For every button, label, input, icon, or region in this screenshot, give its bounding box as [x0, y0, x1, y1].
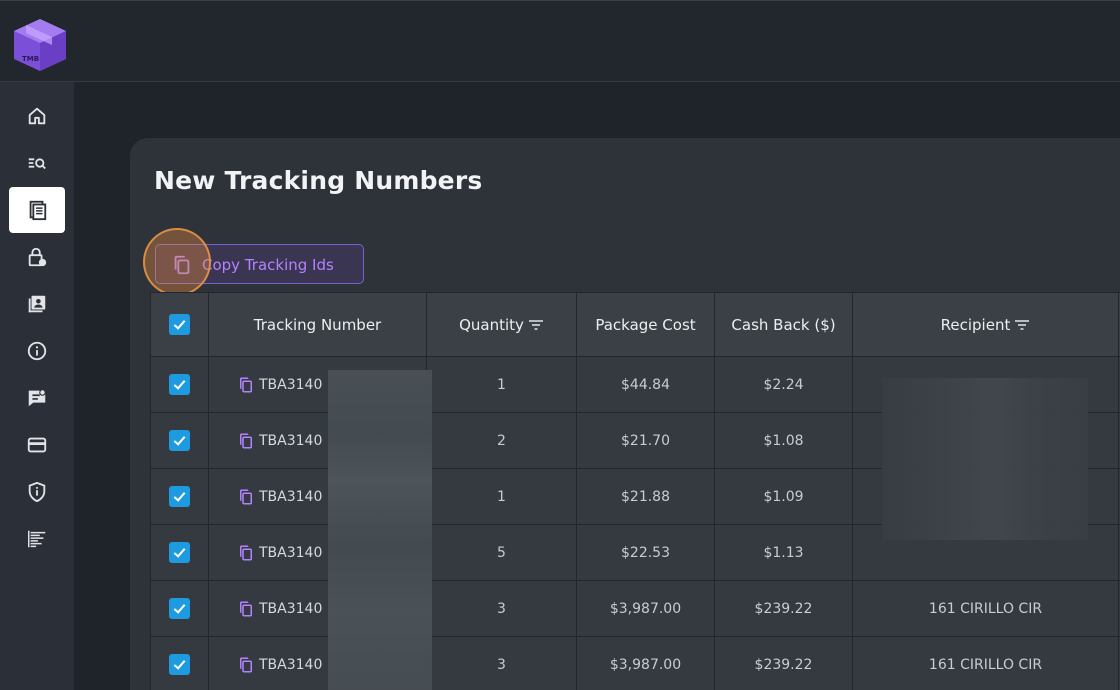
header-recipient-label: Recipient	[940, 315, 1011, 334]
copy-icon[interactable]	[237, 488, 255, 506]
sidebar-item-billing[interactable]	[9, 422, 65, 468]
header-recipient[interactable]: Recipient	[852, 292, 1119, 357]
quantity-cell: 3	[426, 636, 577, 690]
quantity-cell: 1	[426, 356, 577, 413]
header-tracking-number[interactable]: Tracking Number	[208, 292, 427, 357]
shield-icon	[28, 481, 46, 503]
sidebar-item-home[interactable]	[9, 93, 65, 139]
table-row[interactable]: TBA3140 3 $3,987.00 $239.22 161 CIRILLO …	[150, 580, 1120, 637]
row-checkbox[interactable]	[169, 598, 190, 619]
sort-icon[interactable]	[528, 319, 544, 331]
tracking-table: Tracking Number Quantity Package Cost Ca…	[150, 292, 1120, 690]
package-cost-cell: $22.53	[576, 524, 715, 581]
tracking-number: TBA3140	[259, 656, 323, 673]
package-cost-cell: $3,987.00	[576, 580, 715, 637]
tracking-number: TBA3140	[259, 376, 323, 393]
sidebar-item-documents[interactable]	[9, 187, 65, 233]
cash-back-cell: $239.22	[714, 580, 853, 637]
cash-back-cell: $1.09	[714, 468, 853, 525]
sidebar-item-feedback[interactable]	[9, 375, 65, 421]
row-select-cell[interactable]	[150, 636, 209, 690]
sidebar	[0, 82, 74, 690]
lock-clock-icon	[28, 247, 47, 267]
svg-text:TMB: TMB	[22, 55, 39, 63]
contacts-book-icon	[28, 295, 46, 313]
copy-icon[interactable]	[237, 656, 255, 674]
redacted-tracking-block	[328, 370, 432, 690]
row-select-cell[interactable]	[150, 580, 209, 637]
sidebar-item-contacts[interactable]	[9, 281, 65, 327]
top-bar: TMB	[0, 0, 1120, 82]
package-cost-cell: $44.84	[576, 356, 715, 413]
quantity-cell: 1	[426, 468, 577, 525]
header-select-all[interactable]	[150, 292, 209, 357]
recipient-cell: 161 CIRILLO CIR	[852, 580, 1119, 637]
package-cost-cell: $21.88	[576, 468, 715, 525]
sidebar-item-reports[interactable]	[9, 516, 65, 562]
header-quantity[interactable]: Quantity	[426, 292, 577, 357]
extra-cell	[1118, 636, 1120, 690]
header-cash-back[interactable]: Cash Back ($)	[714, 292, 853, 357]
page-title: New Tracking Numbers	[154, 166, 483, 195]
feedback-icon	[28, 389, 46, 407]
row-checkbox[interactable]	[169, 486, 190, 507]
header-package-cost[interactable]: Package Cost	[576, 292, 715, 357]
table-header-row: Tracking Number Quantity Package Cost Ca…	[150, 292, 1120, 357]
package-cost-cell: $3,987.00	[576, 636, 715, 690]
tracking-number: TBA3140	[259, 432, 323, 449]
sidebar-item-security[interactable]	[9, 469, 65, 515]
row-select-cell[interactable]	[150, 468, 209, 525]
row-select-cell[interactable]	[150, 356, 209, 413]
select-all-checkbox[interactable]	[169, 314, 190, 335]
sort-icon[interactable]	[1014, 319, 1030, 331]
row-checkbox[interactable]	[169, 542, 190, 563]
row-select-cell[interactable]	[150, 412, 209, 469]
recipient-cell: 161 CIRILLO CIR	[852, 636, 1119, 690]
package-cost-cell: $21.70	[576, 412, 715, 469]
credit-card-icon	[27, 437, 47, 453]
copy-icon[interactable]	[237, 432, 255, 450]
sidebar-item-lock[interactable]	[9, 234, 65, 280]
row-checkbox[interactable]	[169, 374, 190, 395]
sidebar-item-search[interactable]	[9, 140, 65, 186]
quantity-cell: 2	[426, 412, 577, 469]
copy-icon[interactable]	[237, 600, 255, 618]
copy-tracking-ids-button[interactable]: Copy Tracking Ids	[155, 244, 364, 284]
sidebar-item-info[interactable]	[9, 328, 65, 374]
info-icon	[27, 341, 47, 361]
cash-back-cell: $2.24	[714, 356, 853, 413]
row-checkbox[interactable]	[169, 430, 190, 451]
header-quantity-label: Quantity	[459, 315, 524, 334]
row-checkbox[interactable]	[169, 654, 190, 675]
redacted-recipient-block	[882, 378, 1088, 540]
copy-button-label: Copy Tracking Ids	[202, 256, 334, 274]
copy-icon[interactable]	[237, 544, 255, 562]
search-list-icon	[28, 158, 46, 170]
tracking-number: TBA3140	[259, 600, 323, 617]
row-select-cell[interactable]	[150, 524, 209, 581]
report-icon	[28, 530, 46, 548]
table-row[interactable]: TBA3140 3 $3,987.00 $239.22 161 CIRILLO …	[150, 636, 1120, 690]
home-icon	[28, 107, 46, 125]
tracking-number: TBA3140	[259, 544, 323, 561]
cash-back-cell: $239.22	[714, 636, 853, 690]
app-logo[interactable]: TMB	[12, 17, 68, 73]
cash-back-cell: $1.08	[714, 412, 853, 469]
copy-icon[interactable]	[237, 376, 255, 394]
quantity-cell: 5	[426, 524, 577, 581]
document-icon	[29, 200, 47, 221]
cash-back-cell: $1.13	[714, 524, 853, 581]
copy-icon	[174, 255, 190, 275]
tracking-number: TBA3140	[259, 488, 323, 505]
quantity-cell: 3	[426, 580, 577, 637]
